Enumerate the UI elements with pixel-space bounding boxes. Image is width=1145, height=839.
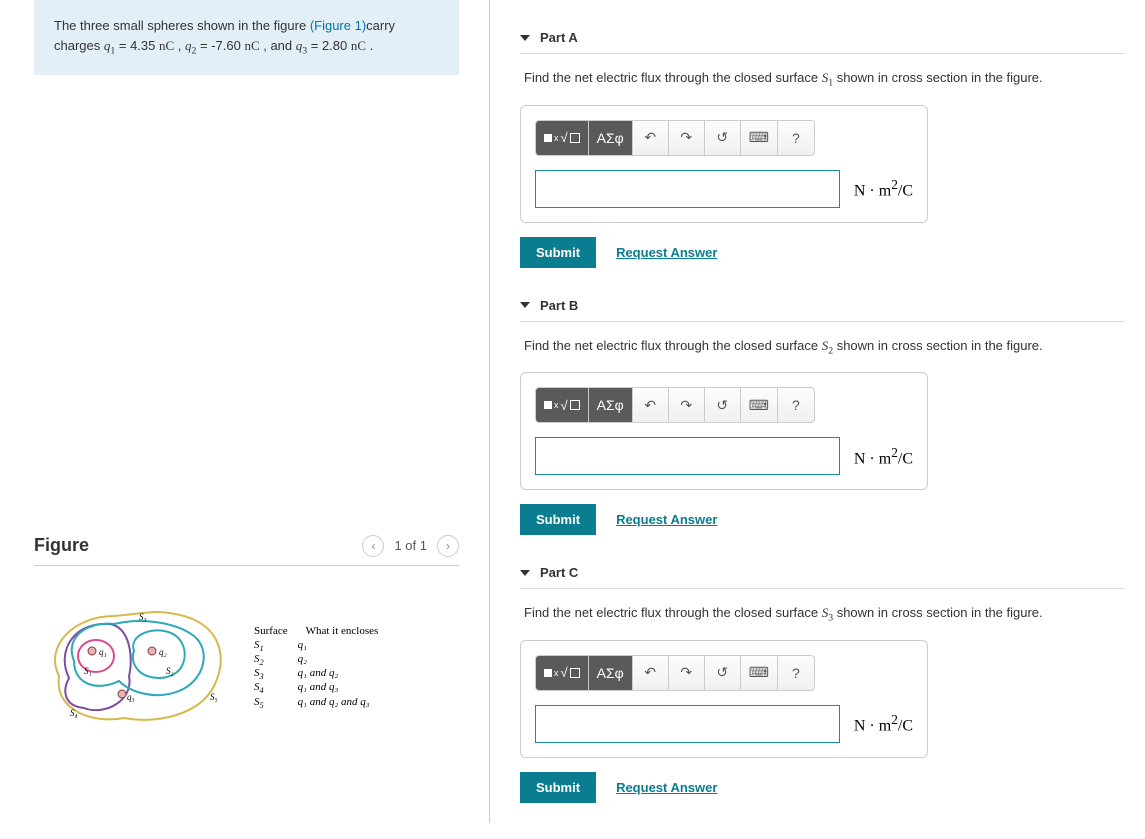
answer-card: x√ ΑΣφ ↶ ↷ ↺ ⌨ ? N · m2/C: [520, 105, 928, 223]
keyboard-button[interactable]: ⌨: [741, 388, 778, 422]
redo-button[interactable]: ↷: [669, 388, 705, 422]
units-label: N · m2/C: [854, 712, 913, 735]
legend-row: S2q₂: [254, 653, 378, 667]
left-pane: The three small spheres shown in the fig…: [0, 0, 490, 823]
problem-statement: The three small spheres shown in the fig…: [34, 0, 459, 75]
help-button[interactable]: ?: [778, 388, 814, 422]
figure-legend: Surface What it encloses S1q₁S2q₂S3q₁ an…: [254, 625, 378, 710]
part-header[interactable]: Part C: [520, 565, 1125, 589]
unit: C: [251, 38, 260, 53]
legend-header-encloses: What it encloses: [306, 625, 379, 637]
templates-icon: x√: [544, 398, 580, 413]
templates-icon: x√: [544, 665, 580, 680]
answer-card: x√ ΑΣφ ↶ ↷ ↺ ⌨ ? N · m2/C: [520, 372, 928, 490]
problem-text: The three small spheres shown in the fig…: [54, 18, 310, 33]
keyboard-button[interactable]: ⌨: [741, 656, 778, 690]
part-title: Part A: [540, 30, 578, 45]
part-a: Part A Find the net electric flux throug…: [520, 30, 1125, 268]
answer-input[interactable]: [535, 170, 840, 208]
legend-header-surface: Surface: [254, 625, 288, 637]
unit: C: [165, 38, 174, 53]
figure-link[interactable]: (Figure 1): [310, 18, 366, 33]
redo-button[interactable]: ↷: [669, 656, 705, 690]
reset-button[interactable]: ↺: [705, 121, 741, 155]
answer-card: x√ ΑΣφ ↶ ↷ ↺ ⌨ ? N · m2/C: [520, 640, 928, 758]
figure-counter: 1 of 1: [394, 538, 427, 553]
part-prompt: Find the net electric flux through the c…: [524, 70, 1125, 89]
caret-down-icon: [520, 35, 530, 41]
reset-button[interactable]: ↺: [705, 388, 741, 422]
caret-down-icon: [520, 302, 530, 308]
greek-button[interactable]: ΑΣφ: [589, 656, 633, 690]
label-S2: S₂: [166, 666, 174, 676]
figure-nav: ‹ 1 of 1 ›: [362, 535, 459, 557]
request-answer-link[interactable]: Request Answer: [616, 512, 717, 527]
submit-button[interactable]: Submit: [520, 504, 596, 535]
label-S4: S₄: [70, 708, 78, 718]
submit-button[interactable]: Submit: [520, 772, 596, 803]
part-header[interactable]: Part B: [520, 298, 1125, 322]
part-b: Part B Find the net electric flux throug…: [520, 298, 1125, 536]
label-q3: q₃: [127, 692, 135, 702]
part-header[interactable]: Part A: [520, 30, 1125, 54]
answer-input[interactable]: [535, 705, 840, 743]
greek-button[interactable]: ΑΣφ: [589, 121, 633, 155]
undo-button[interactable]: ↶: [633, 656, 669, 690]
end: .: [366, 38, 373, 53]
sep: ,: [174, 38, 185, 53]
figure-title: Figure: [34, 535, 89, 556]
label-S1: S₁: [84, 666, 92, 676]
greek-button[interactable]: ΑΣφ: [589, 388, 633, 422]
legend-row: S4q₁ and q₃: [254, 681, 378, 695]
templates-button[interactable]: x√: [536, 121, 589, 155]
help-button[interactable]: ?: [778, 656, 814, 690]
figure-section: Figure ‹ 1 of 1 ›: [34, 535, 459, 739]
figure-prev-button[interactable]: ‹: [362, 535, 384, 557]
legend-row: S3q₁ and q₂: [254, 667, 378, 681]
answer-input[interactable]: [535, 437, 840, 475]
part-title: Part B: [540, 298, 578, 313]
request-answer-link[interactable]: Request Answer: [616, 780, 717, 795]
submit-button[interactable]: Submit: [520, 237, 596, 268]
legend-row: S5q₁ and q₂ and q₃: [254, 696, 378, 710]
redo-button[interactable]: ↷: [669, 121, 705, 155]
figure-diagram: q₁ q₂ q₃ S₁ S₂ S₃ S₄ S₅: [34, 596, 234, 739]
answer-toolbar: x√ ΑΣφ ↶ ↷ ↺ ⌨ ?: [535, 387, 815, 423]
undo-button[interactable]: ↶: [633, 388, 669, 422]
eq: = 4.35: [115, 38, 159, 53]
templates-button[interactable]: x√: [536, 656, 589, 690]
units-label: N · m2/C: [854, 445, 913, 468]
part-prompt: Find the net electric flux through the c…: [524, 605, 1125, 624]
eq: = -7.60: [196, 38, 244, 53]
part-c: Part C Find the net electric flux throug…: [520, 565, 1125, 803]
keyboard-button[interactable]: ⌨: [741, 121, 778, 155]
units-label: N · m2/C: [854, 177, 913, 200]
label-S3: S₃: [139, 612, 147, 622]
right-pane: Part A Find the net electric flux throug…: [490, 0, 1145, 823]
part-prompt: Find the net electric flux through the c…: [524, 338, 1125, 357]
label-S5: S₅: [210, 692, 218, 702]
label-q2: q₂: [159, 647, 167, 657]
reset-button[interactable]: ↺: [705, 656, 741, 690]
undo-button[interactable]: ↶: [633, 121, 669, 155]
part-title: Part C: [540, 565, 578, 580]
answer-toolbar: x√ ΑΣφ ↶ ↷ ↺ ⌨ ?: [535, 120, 815, 156]
legend-row: S1q₁: [254, 639, 378, 653]
templates-button[interactable]: x√: [536, 388, 589, 422]
templates-icon: x√: [544, 130, 580, 145]
request-answer-link[interactable]: Request Answer: [616, 245, 717, 260]
caret-down-icon: [520, 570, 530, 576]
label-q1: q₁: [99, 647, 107, 657]
figure-next-button[interactable]: ›: [437, 535, 459, 557]
help-button[interactable]: ?: [778, 121, 814, 155]
eq: = 2.80: [307, 38, 351, 53]
unit: C: [357, 38, 366, 53]
sep: , and: [260, 38, 296, 53]
answer-toolbar: x√ ΑΣφ ↶ ↷ ↺ ⌨ ?: [535, 655, 815, 691]
